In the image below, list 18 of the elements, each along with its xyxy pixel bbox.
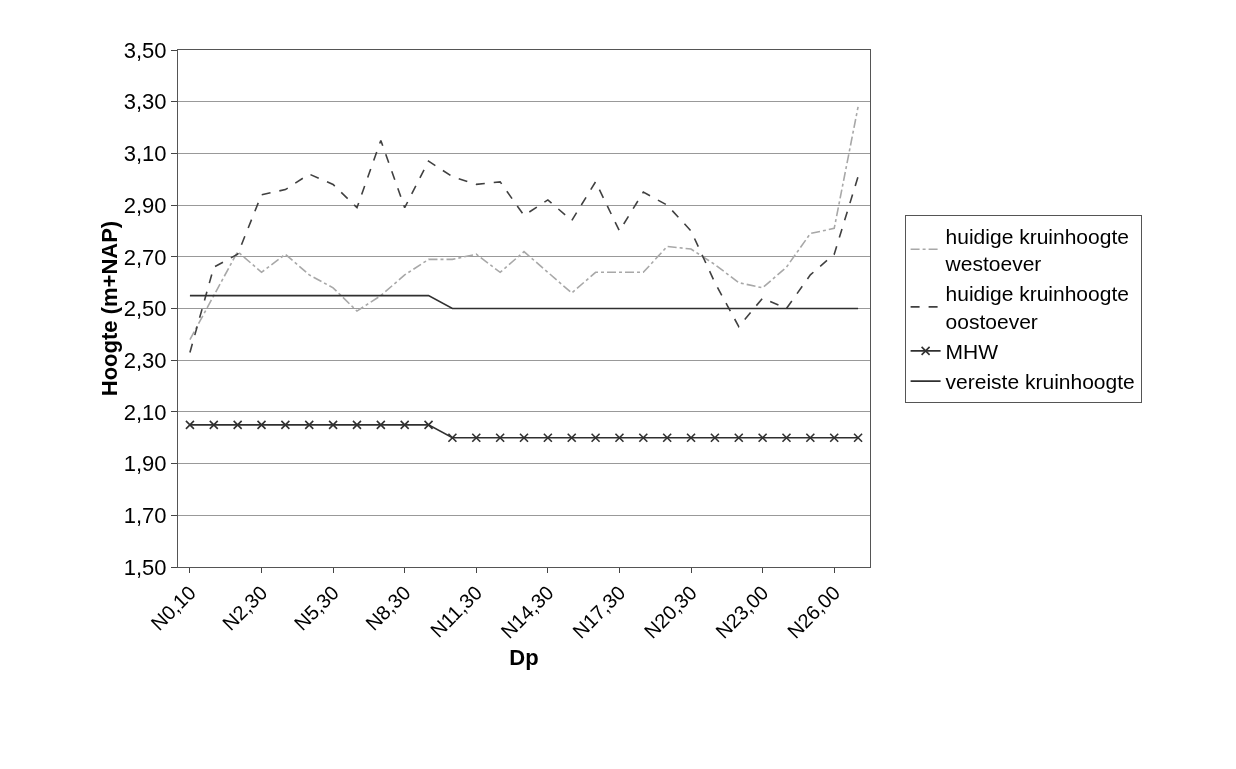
y-tick-label: 3,50 bbox=[123, 37, 167, 63]
y-tick-label: 1,50 bbox=[123, 554, 167, 580]
y-tick-label: 2,30 bbox=[123, 347, 167, 373]
legend-label: huidige kruinhoogte oostoever bbox=[945, 282, 1129, 333]
legend-label: MHW bbox=[945, 340, 999, 364]
line-series bbox=[189, 106, 859, 341]
y-axis-title: Hoogte (m+NAP) bbox=[96, 220, 122, 397]
y-tick-label: 2,50 bbox=[123, 296, 167, 322]
x-axis-title: Dp bbox=[509, 644, 539, 670]
y-tick-label: 2,90 bbox=[123, 192, 167, 218]
legend-label: vereiste kruinhoogte bbox=[945, 370, 1135, 394]
line-series bbox=[189, 139, 859, 354]
y-tick-label: 2,70 bbox=[123, 244, 167, 270]
y-tick-label: 3,10 bbox=[123, 141, 167, 167]
y-tick-label: 1,70 bbox=[123, 503, 167, 528]
y-tick-label: 3,30 bbox=[123, 89, 167, 115]
y-tick-label: 1,90 bbox=[123, 451, 167, 477]
y-tick-label: 2,10 bbox=[123, 399, 167, 425]
